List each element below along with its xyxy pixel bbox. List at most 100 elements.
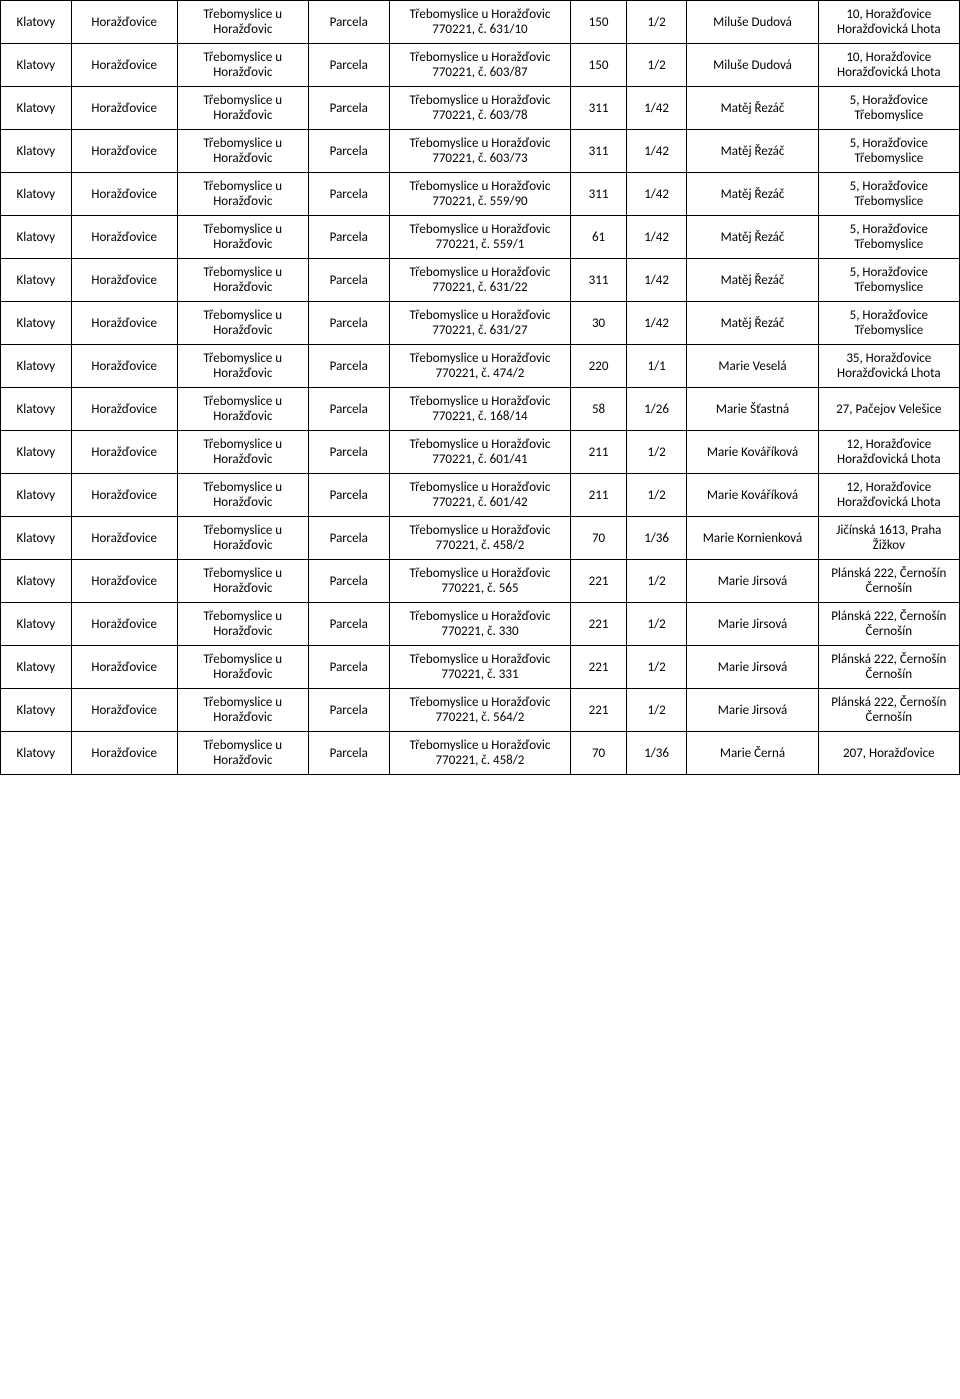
- cell-okres: Klatovy: [1, 1, 72, 44]
- cell-parcela: Třebomyslice u Horažďovic 770221, č. 603…: [389, 44, 571, 87]
- table-row: KlatovyHoražďoviceTřebomyslice u Horažďo…: [1, 689, 960, 732]
- cell-adresa: 35, Horažďovice Horažďovická Lhota: [818, 345, 959, 388]
- cell-adresa: Plánská 222, Černošín Černošín: [818, 689, 959, 732]
- cell-okres: Klatovy: [1, 302, 72, 345]
- cell-podil: 1/2: [626, 1, 687, 44]
- cell-obec: Horažďovice: [71, 646, 177, 689]
- cell-vymera: 61: [571, 216, 627, 259]
- cell-vymera: 150: [571, 44, 627, 87]
- cell-vlastnik: Marie Kováříková: [687, 431, 818, 474]
- cell-parcela: Třebomyslice u Horažďovic 770221, č. 603…: [389, 87, 571, 130]
- cell-podil: 1/42: [626, 259, 687, 302]
- cell-podil: 1/42: [626, 216, 687, 259]
- table-row: KlatovyHoražďoviceTřebomyslice u Horažďo…: [1, 130, 960, 173]
- cell-adresa: 5, Horažďovice Třebomyslice: [818, 130, 959, 173]
- cell-obec: Horažďovice: [71, 345, 177, 388]
- cell-typ: Parcela: [308, 603, 389, 646]
- cell-vymera: 211: [571, 474, 627, 517]
- cell-vymera: 221: [571, 560, 627, 603]
- cell-katastr: Třebomyslice u Horažďovic: [177, 87, 308, 130]
- cell-obec: Horažďovice: [71, 1, 177, 44]
- cell-obec: Horažďovice: [71, 302, 177, 345]
- cell-okres: Klatovy: [1, 431, 72, 474]
- cell-obec: Horažďovice: [71, 732, 177, 775]
- cell-parcela: Třebomyslice u Horažďovic 770221, č. 331: [389, 646, 571, 689]
- table-row: KlatovyHoražďoviceTřebomyslice u Horažďo…: [1, 87, 960, 130]
- cell-adresa: 12, Horažďovice Horažďovická Lhota: [818, 431, 959, 474]
- cell-vlastnik: Marie Jirsová: [687, 603, 818, 646]
- cell-okres: Klatovy: [1, 560, 72, 603]
- cell-vymera: 311: [571, 130, 627, 173]
- cell-katastr: Třebomyslice u Horažďovic: [177, 732, 308, 775]
- cell-adresa: Plánská 222, Černošín Černošín: [818, 603, 959, 646]
- cell-katastr: Třebomyslice u Horažďovic: [177, 431, 308, 474]
- cell-obec: Horažďovice: [71, 87, 177, 130]
- cell-typ: Parcela: [308, 259, 389, 302]
- cell-parcela: Třebomyslice u Horažďovic 770221, č. 559…: [389, 173, 571, 216]
- parcels-table: KlatovyHoražďoviceTřebomyslice u Horažďo…: [0, 0, 960, 775]
- cell-katastr: Třebomyslice u Horažďovic: [177, 474, 308, 517]
- cell-parcela: Třebomyslice u Horažďovic 770221, č. 631…: [389, 302, 571, 345]
- cell-typ: Parcela: [308, 87, 389, 130]
- cell-podil: 1/26: [626, 388, 687, 431]
- cell-vymera: 70: [571, 517, 627, 560]
- cell-parcela: Třebomyslice u Horažďovic 770221, č. 458…: [389, 517, 571, 560]
- cell-parcela: Třebomyslice u Horažďovic 770221, č. 565: [389, 560, 571, 603]
- cell-typ: Parcela: [308, 216, 389, 259]
- cell-parcela: Třebomyslice u Horažďovic 770221, č. 559…: [389, 216, 571, 259]
- cell-podil: 1/2: [626, 646, 687, 689]
- cell-obec: Horažďovice: [71, 173, 177, 216]
- cell-obec: Horažďovice: [71, 388, 177, 431]
- cell-obec: Horažďovice: [71, 216, 177, 259]
- table-row: KlatovyHoražďoviceTřebomyslice u Horažďo…: [1, 431, 960, 474]
- cell-adresa: 207, Horažďovice: [818, 732, 959, 775]
- cell-podil: 1/42: [626, 130, 687, 173]
- cell-obec: Horažďovice: [71, 130, 177, 173]
- cell-obec: Horažďovice: [71, 259, 177, 302]
- cell-vymera: 311: [571, 173, 627, 216]
- table-row: KlatovyHoražďovice Třebomyslice u Horažďo…: [1, 173, 960, 216]
- cell-podil: 1/2: [626, 689, 687, 732]
- cell-vlastnik: Matěj Řezáč: [687, 302, 818, 345]
- cell-okres: Klatovy: [1, 517, 72, 560]
- table-row: KlatovyHoražďoviceTřebomyslice u Horažďo…: [1, 388, 960, 431]
- cell-obec: Horažďovice: [71, 431, 177, 474]
- cell-typ: Parcela: [308, 474, 389, 517]
- cell-katastr: Třebomyslice u Horažďovic: [177, 689, 308, 732]
- cell-podil: 1/42: [626, 87, 687, 130]
- cell-katastr: Třebomyslice u Horažďovic: [177, 517, 308, 560]
- cell-adresa: 5, Horažďovice Třebomyslice: [818, 173, 959, 216]
- table-row: KlatovyHoražďoviceTřebomyslice u Horažďo…: [1, 646, 960, 689]
- cell-obec: Horažďovice: [71, 517, 177, 560]
- cell-katastr: Třebomyslice u Horažďovic: [177, 302, 308, 345]
- cell-vlastnik: Marie Kováříková: [687, 474, 818, 517]
- cell-adresa: 10, Horažďovice Horažďovická Lhota: [818, 1, 959, 44]
- cell-parcela: Třebomyslice u Horažďovic 770221, č. 474…: [389, 345, 571, 388]
- cell-parcela: Třebomyslice u Horažďovic 770221, č. 603…: [389, 130, 571, 173]
- cell-vymera: 30: [571, 302, 627, 345]
- cell-podil: 1/42: [626, 173, 687, 216]
- cell-typ: Parcela: [308, 345, 389, 388]
- cell-vymera: 311: [571, 259, 627, 302]
- cell-vlastnik: Matěj Řezáč: [687, 87, 818, 130]
- cell-parcela: Třebomyslice u Horažďovic 770221, č. 631…: [389, 259, 571, 302]
- cell-adresa: 5, Horažďovice Třebomyslice: [818, 216, 959, 259]
- table-row: KlatovyHoražďoviceTřebomyslice u Horažďo…: [1, 302, 960, 345]
- cell-okres: Klatovy: [1, 173, 72, 216]
- cell-okres: Klatovy: [1, 388, 72, 431]
- cell-podil: 1/36: [626, 517, 687, 560]
- cell-podil: 1/2: [626, 44, 687, 87]
- cell-obec: Horažďovice: [71, 689, 177, 732]
- cell-vlastnik: Marie Kornienková: [687, 517, 818, 560]
- cell-okres: Klatovy: [1, 603, 72, 646]
- cell-parcela: Třebomyslice u Horažďovic 770221, č. 458…: [389, 732, 571, 775]
- cell-katastr: Třebomyslice u Horažďovic: [177, 388, 308, 431]
- cell-typ: Parcela: [308, 1, 389, 44]
- cell-katastr: Třebomyslice u Horažďovic: [177, 345, 308, 388]
- cell-katastr: Třebomyslice u Horažďovic: [177, 560, 308, 603]
- cell-okres: Klatovy: [1, 87, 72, 130]
- table-row: KlatovyHoražďoviceTřebomyslice u Horažďo…: [1, 560, 960, 603]
- cell-vymera: 221: [571, 646, 627, 689]
- cell-typ: Parcela: [308, 732, 389, 775]
- cell-vymera: 221: [571, 689, 627, 732]
